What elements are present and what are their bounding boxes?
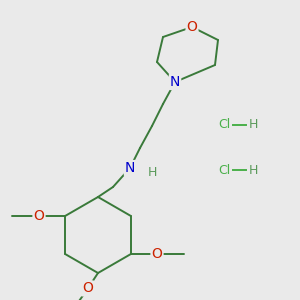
Text: O: O (187, 20, 197, 34)
Text: H: H (147, 167, 157, 179)
Text: H: H (249, 164, 258, 176)
Text: Cl: Cl (218, 164, 230, 176)
Text: N: N (170, 75, 180, 89)
Text: O: O (152, 247, 162, 261)
Text: Cl: Cl (218, 118, 230, 131)
Text: H: H (249, 118, 258, 131)
Text: N: N (125, 161, 135, 175)
Text: O: O (82, 281, 93, 296)
Text: O: O (34, 209, 44, 223)
